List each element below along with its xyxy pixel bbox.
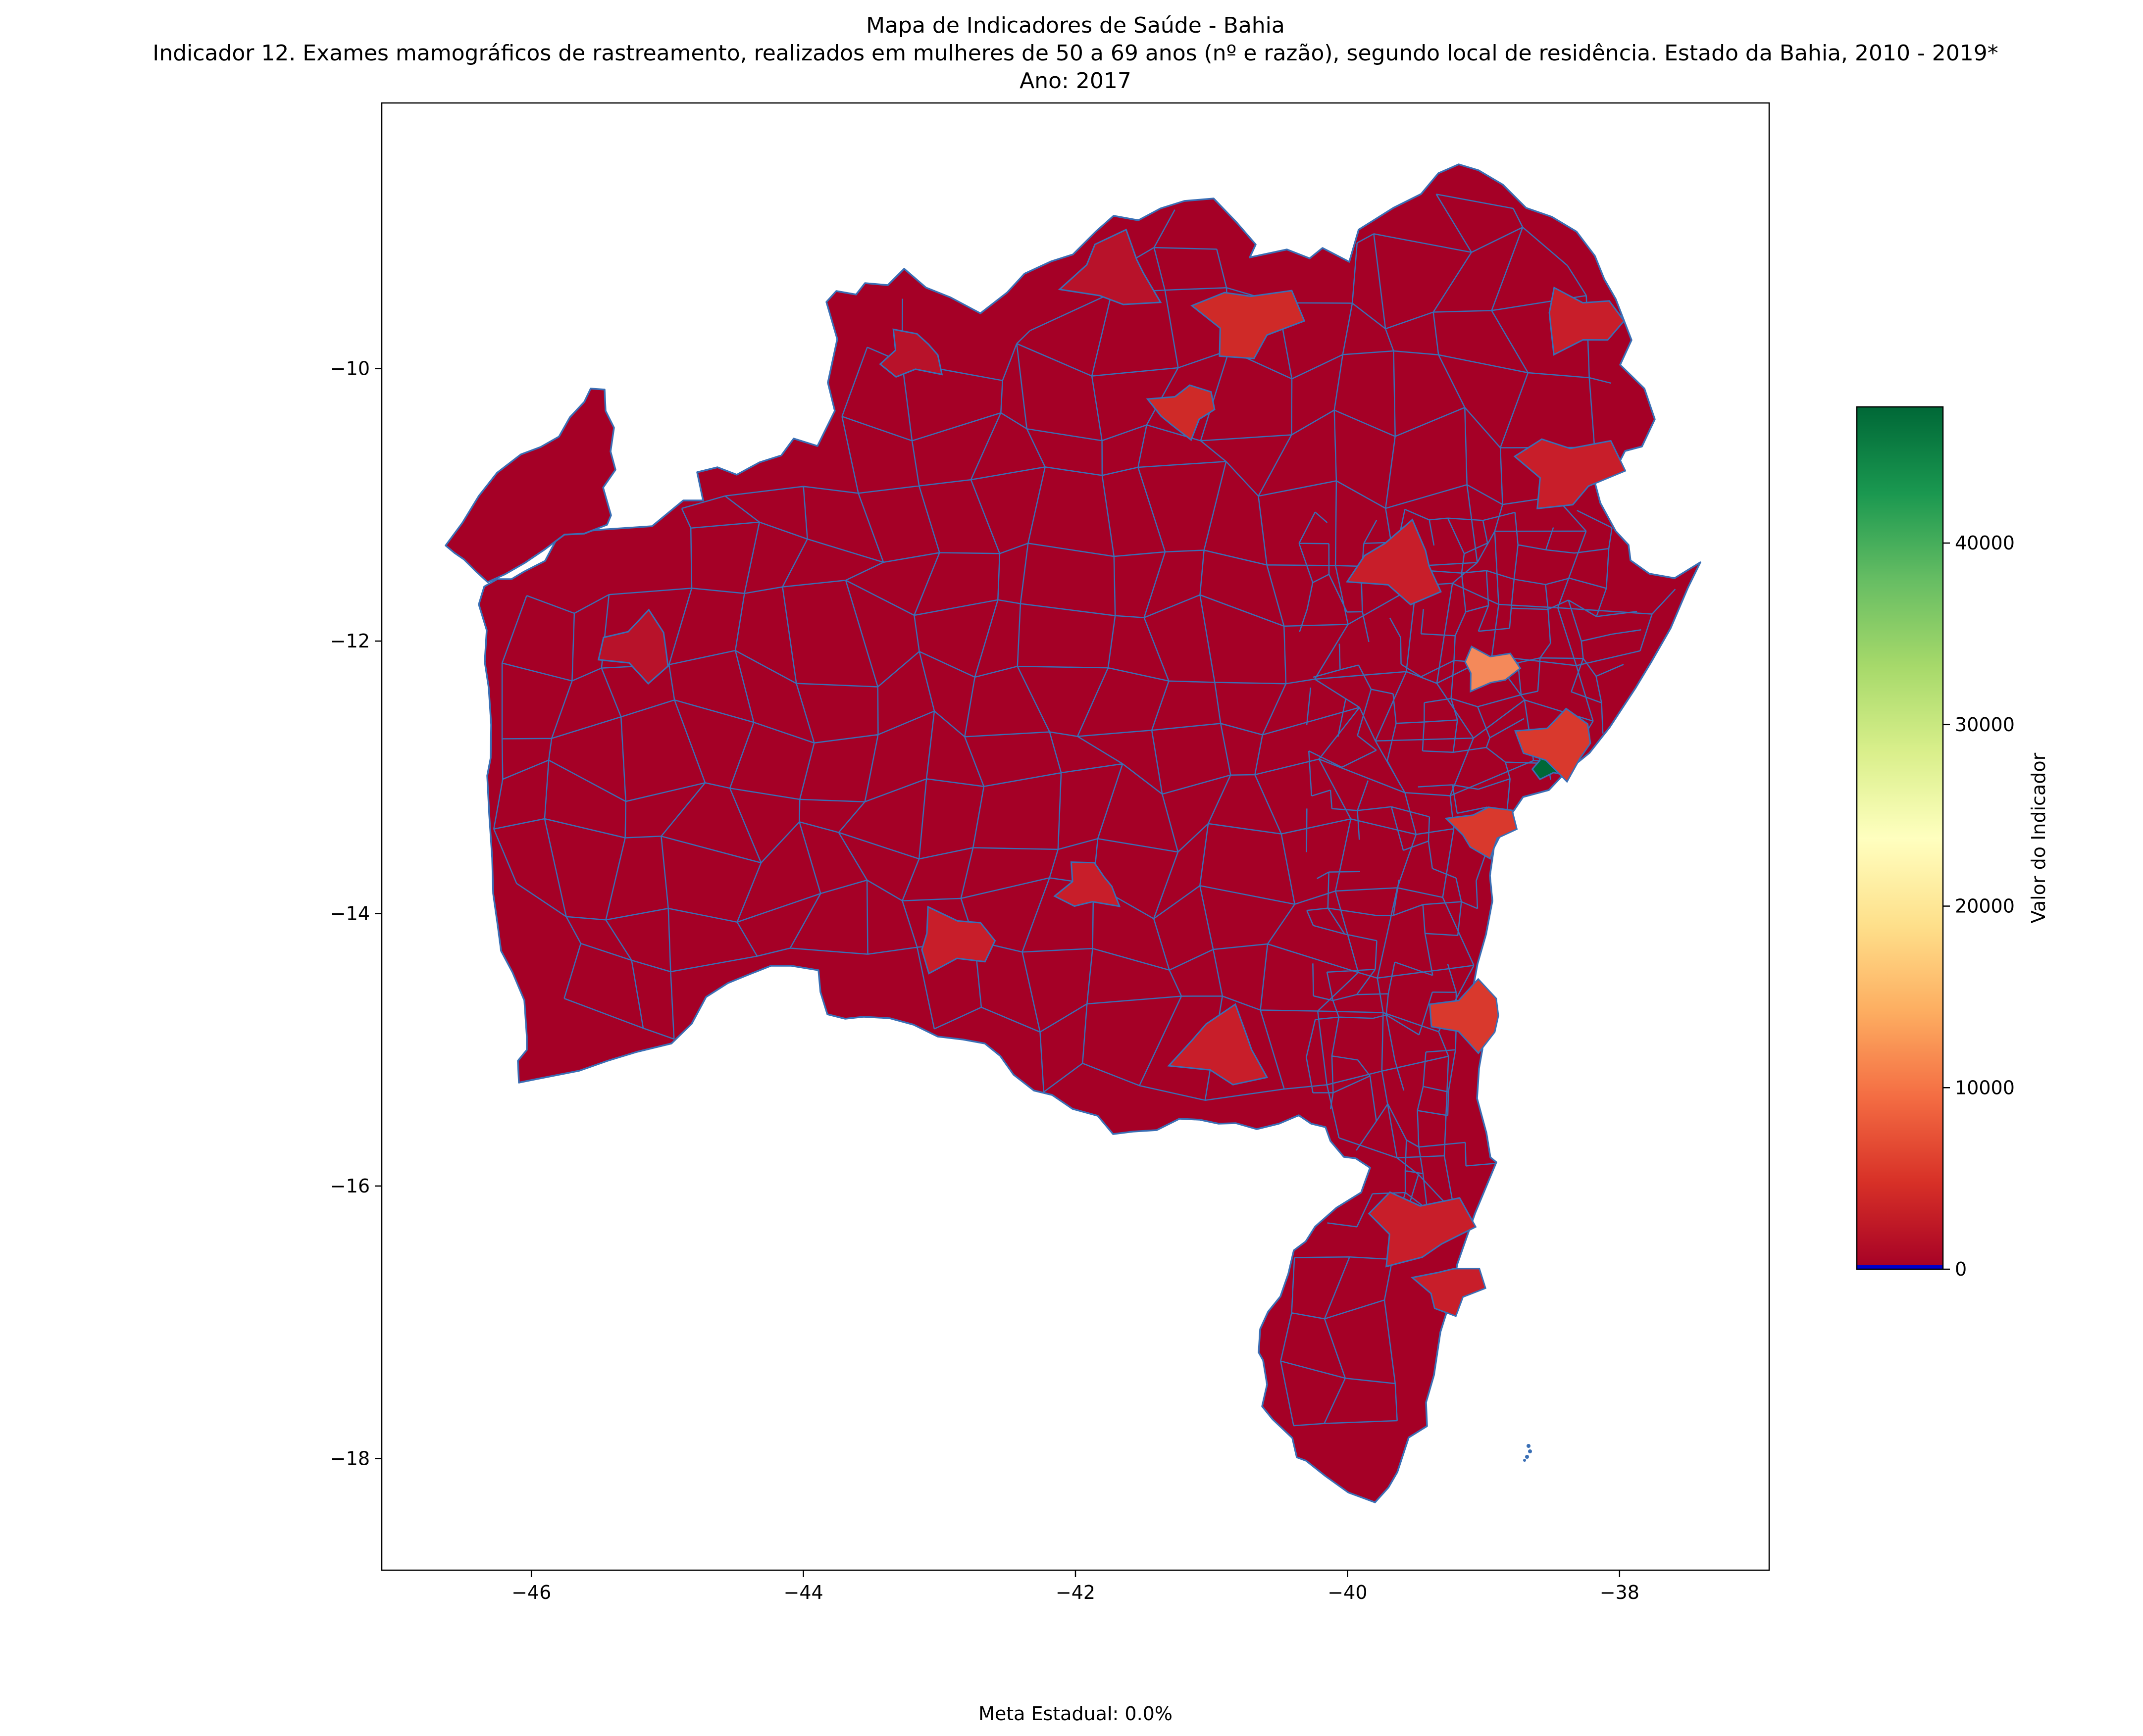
colorbar-tick-label: 10000 <box>1955 1077 2015 1098</box>
municipality-region <box>1190 290 1306 359</box>
x-tick-label: −40 <box>1327 1582 1367 1603</box>
island-dot <box>1528 1449 1532 1453</box>
colorbar-tick-label: 0 <box>1955 1258 1967 1280</box>
colorbar-zero-line <box>1857 1265 1943 1269</box>
footer-meta: Meta Estadual: 0.0% <box>978 1703 1173 1725</box>
x-tick-label: −38 <box>1600 1582 1639 1603</box>
colorbar-label: Valor do Indicador <box>2028 752 2049 923</box>
municipality-region <box>921 905 996 975</box>
municipality-region <box>1548 286 1625 356</box>
colorbar-tick-label: 30000 <box>1955 714 2015 736</box>
highlighted-municipalities <box>597 228 1627 1317</box>
colorbar-frame <box>1856 406 1944 1270</box>
x-tick-label: −46 <box>511 1582 551 1603</box>
municipality-region <box>1429 978 1499 1054</box>
colorbar-ticks: 0 10000 20000 30000 40000 <box>1943 532 2015 1280</box>
island-dot <box>1523 1459 1526 1462</box>
municipality-region <box>1058 228 1162 305</box>
municipality-region <box>1464 645 1522 693</box>
figure-year: Ano: 2017 <box>1020 68 1131 94</box>
y-tick-label: −14 <box>330 902 370 924</box>
island-dot <box>1527 1444 1531 1448</box>
municipality-region <box>597 608 669 685</box>
colorbar-tick-label: 40000 <box>1955 532 2015 554</box>
municipality-region <box>1146 384 1216 442</box>
y-tick-label: −16 <box>330 1175 370 1197</box>
x-tick-label: −42 <box>1056 1582 1095 1603</box>
y-axis: −10 −12 −14 −16 −18 <box>330 358 382 1469</box>
x-tick-label: −44 <box>783 1582 823 1603</box>
y-tick-label: −12 <box>330 630 370 652</box>
bahia-island-shape <box>445 388 616 583</box>
municipality-region <box>879 328 943 378</box>
x-axis: −46 −44 −42 −40 −38 <box>511 1570 1639 1603</box>
municipality-region <box>1513 438 1627 509</box>
colorbar: 0 10000 20000 30000 40000 Valor do Indicador <box>1856 406 2049 1280</box>
municipality-region <box>1410 1268 1486 1317</box>
municipality-region <box>1514 707 1591 783</box>
colorbar-gradient <box>1857 407 1943 1269</box>
figure-title: Mapa de Indicadores de Saúde - Bahia <box>866 13 1285 38</box>
municipality-region <box>1346 518 1442 606</box>
map-axes: −46 −44 −42 −40 −38 −10 −12 −14 −16 −18 <box>330 102 1770 1603</box>
island-dot <box>1525 1455 1529 1459</box>
bahia-map <box>445 163 1701 1503</box>
municipality-region <box>1053 861 1121 907</box>
municipality-region <box>1167 1003 1269 1086</box>
y-tick-label: −18 <box>330 1447 370 1469</box>
colorbar-tick-label: 20000 <box>1955 895 2015 917</box>
y-tick-label: −10 <box>330 358 370 380</box>
figure-subtitle: Indicador 12. Exames mamográficos de ras… <box>153 41 1998 66</box>
municipality-region <box>1444 806 1518 860</box>
abrolhos-islands <box>1523 1444 1532 1462</box>
municipality-region <box>1368 1191 1477 1268</box>
bahia-state-shape <box>478 163 1701 1503</box>
